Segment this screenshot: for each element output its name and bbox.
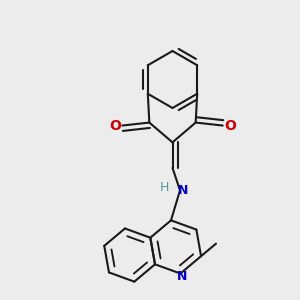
Text: N: N bbox=[178, 184, 188, 197]
Text: O: O bbox=[224, 118, 236, 133]
Text: H: H bbox=[160, 181, 169, 194]
Text: O: O bbox=[109, 118, 121, 133]
Text: N: N bbox=[177, 270, 187, 283]
